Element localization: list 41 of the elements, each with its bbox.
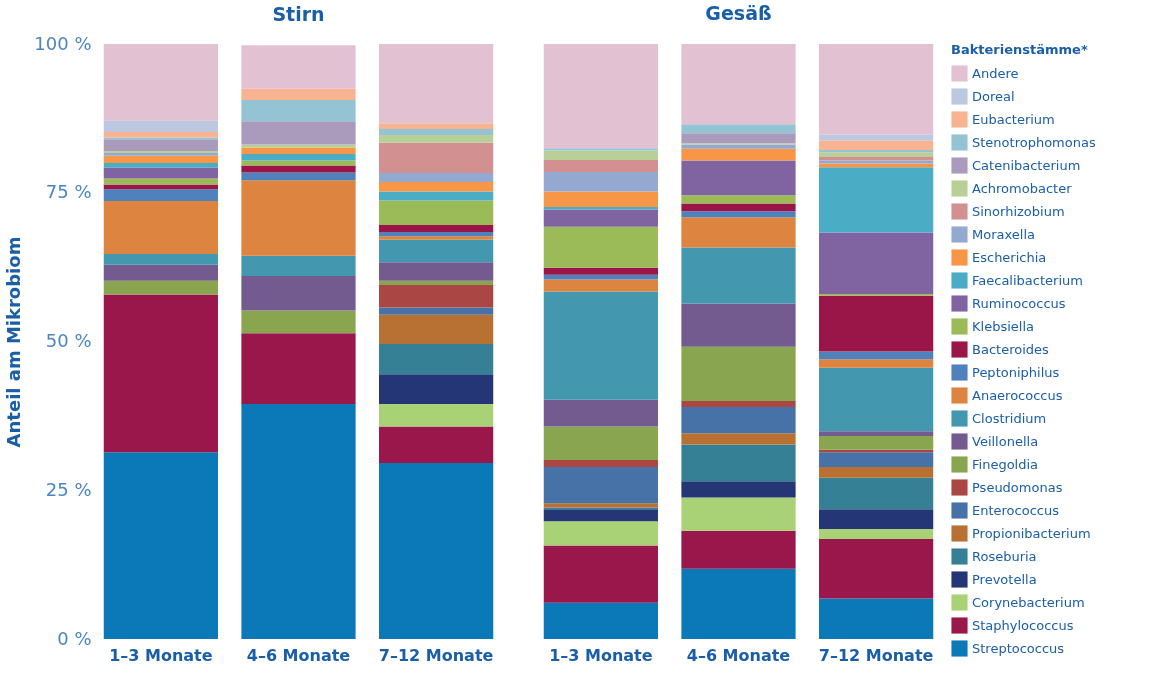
legend-label: Clostridium — [972, 410, 1047, 426]
legend-label: Finegoldia — [972, 456, 1039, 472]
legend-label: Peptoniphilus — [972, 364, 1060, 380]
legend-label: Achromobacter — [972, 180, 1073, 196]
legend-label: Ruminococcus — [972, 295, 1066, 311]
x-tick-label: 4–6 Monate — [246, 645, 351, 665]
legend-label: Enterococcus — [972, 502, 1060, 518]
x-tick-label: 1–3 Monate — [109, 645, 213, 665]
legend-label: Anaerococcus — [972, 387, 1063, 403]
x-tick-label: 4–6 Monate — [686, 645, 791, 665]
legend-label: Staphylococcus — [972, 617, 1074, 633]
chart-title: Gesäß — [705, 2, 772, 24]
x-tick-label: 7–12 Monate — [378, 645, 494, 665]
legend-label: Corynebacterium — [972, 594, 1085, 610]
legend-title: Bakterienstämme* — [951, 42, 1088, 57]
legend-label: Klebsiella — [972, 318, 1034, 334]
legend-label: Propionibacterium — [972, 525, 1091, 541]
legend-label: Moraxella — [972, 226, 1035, 242]
y-tick-label: 50 % — [45, 330, 92, 351]
y-tick-label: 100 % — [34, 32, 92, 54]
y-tick-label: 0 % — [57, 627, 92, 649]
legend-label: Doreal — [972, 88, 1015, 104]
legend-label: Escherichia — [972, 249, 1047, 265]
legend-label: Andere — [972, 65, 1019, 81]
legend-label: Catenibacterium — [972, 157, 1081, 173]
y-tick-label: 75 % — [45, 181, 92, 203]
legend-label: Veillonella — [972, 433, 1039, 449]
legend-label: Roseburia — [972, 548, 1037, 564]
x-tick-label: 7–12 Monate — [818, 645, 934, 665]
x-tick-label: 1–3 Monate — [549, 645, 653, 665]
y-tick-label: 25 % — [45, 478, 92, 500]
legend-label: Sinorhizobium — [972, 203, 1065, 219]
legend-label: Prevotella — [972, 571, 1037, 587]
legend-label: Faecalibacterium — [972, 272, 1083, 288]
legend-label: Eubacterium — [972, 111, 1055, 127]
legend-label: Bacteroides — [972, 341, 1049, 357]
legend-label: Pseudomonas — [972, 479, 1063, 495]
legend-label: Streptococcus — [972, 640, 1065, 656]
y-axis-title: Anteil am Mikrobiom — [3, 236, 25, 448]
chart-title: Stirn — [272, 3, 325, 25]
legend-label: Stenotrophomonas — [972, 134, 1096, 150]
